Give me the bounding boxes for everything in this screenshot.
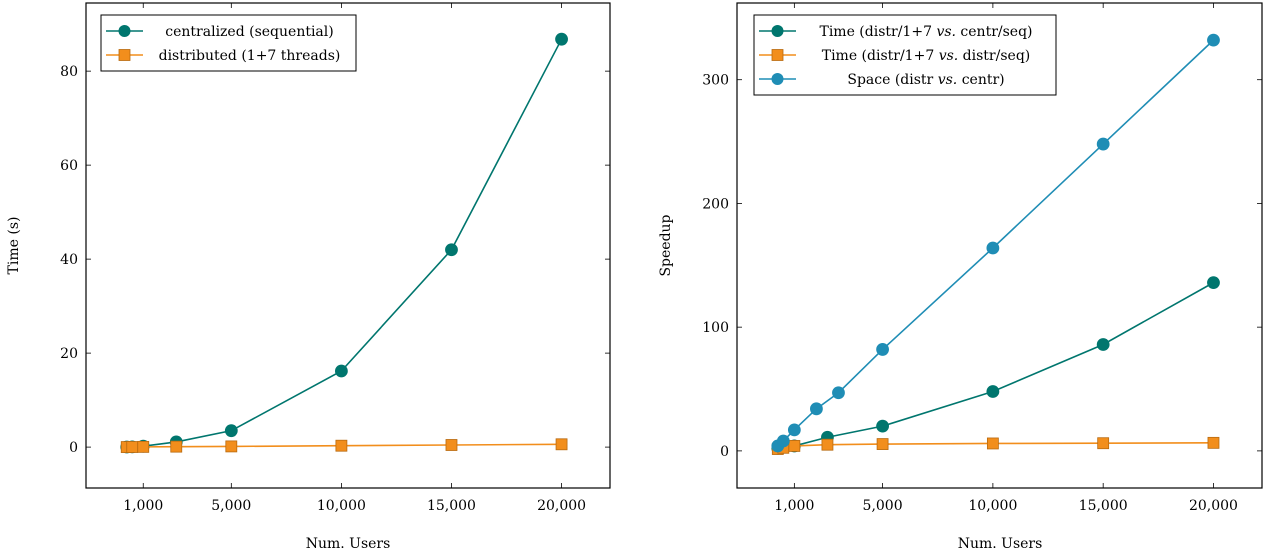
y-tick-label: 100 [702, 320, 729, 336]
series-1 [120, 32, 568, 454]
data-point [137, 440, 150, 453]
y-tick-label: 20 [60, 346, 78, 362]
x-tick-label: 20,000 [1189, 498, 1238, 514]
y-tick-label: 200 [702, 196, 729, 212]
series-1 [771, 276, 1220, 455]
legend-marker [118, 49, 131, 61]
legend-label-part: vs. [936, 24, 956, 40]
x-tick-label: 15,000 [427, 498, 476, 514]
data-point [555, 438, 568, 451]
legend-marker [771, 25, 784, 37]
legend-label-part: centr/seq) [956, 24, 1033, 40]
x-tick-label: 1,000 [123, 498, 163, 514]
x-tick-label: 10,000 [968, 498, 1017, 514]
legend-label: Time (distr/1+7 vs. distr/seq) [822, 48, 1031, 64]
x-tick-label: 15,000 [1079, 498, 1128, 514]
y-axis-label: Speedup [658, 214, 674, 276]
data-point [788, 440, 801, 452]
data-point [810, 402, 823, 416]
data-point [821, 438, 834, 451]
legend-label: distributed (1+7 threads) [159, 48, 341, 64]
legend: Time (distr/1+7 vs. centr/seq)Time (dist… [753, 14, 1057, 96]
legend-label-part: centr) [957, 72, 1004, 88]
legend-label-part: Time (distr/1+7 [822, 48, 939, 64]
series-2 [771, 436, 1220, 455]
legend-entry: Time (distr/1+7 vs. distr/seq) [759, 48, 1030, 64]
data-point [126, 441, 139, 453]
data-point [876, 419, 889, 433]
chart-1: 1,000 5,000 10,000 15,000 20,000 0 20 40 60 80 Num… [6, 2, 611, 552]
x-tick-label: 10,000 [317, 498, 366, 514]
series-line [126, 38, 563, 448]
data-point [1207, 276, 1220, 290]
legend-label-part: Space (distr [847, 72, 937, 88]
y-tick-label: 80 [60, 64, 78, 80]
y-tick-label: 0 [69, 440, 78, 456]
legend-marker [118, 25, 131, 37]
legend-label: centralized (sequential) [165, 24, 333, 40]
y-axis-label: Time (s) [6, 217, 22, 275]
x-tick-label: 1,000 [774, 498, 814, 514]
data-point [876, 438, 889, 450]
legend: centralized (sequential) distributed (1+7… [100, 14, 357, 72]
legend-entry: distributed (1+7 threads) [106, 48, 340, 64]
series-2 [120, 438, 568, 453]
legend-entry: Space (distr vs. centr) [759, 72, 1005, 88]
data-point [876, 343, 889, 356]
data-point [445, 243, 458, 257]
data-point [1207, 436, 1220, 449]
data-point [335, 439, 348, 452]
data-point [1096, 137, 1110, 151]
legend-entry: Time (distr/1+7 vs. centr/seq) [759, 24, 1033, 40]
chart-2: 1,000 5,000 10,000 15,000 20,000 0 100 200 300 Nu… [658, 2, 1263, 552]
legend-label: Time (distr/1+7 vs. centr/seq) [819, 24, 1032, 40]
data-point [170, 440, 183, 453]
data-point [776, 434, 790, 448]
data-point [832, 386, 845, 400]
x-tick-label: 20,000 [537, 498, 586, 514]
series-line [777, 281, 1214, 450]
data-point [225, 440, 238, 453]
legend-label-part: vs. [938, 72, 958, 88]
data-point [445, 439, 458, 451]
y-tick-label: 300 [702, 73, 729, 89]
data-point [986, 385, 1000, 398]
legend-marker [771, 73, 784, 85]
x-axis-label: Num. Users [306, 536, 391, 552]
legend-label-part: Time (distr/1+7 [819, 24, 936, 40]
x-tick-label: 5,000 [863, 498, 903, 514]
y-tick-label: 40 [60, 252, 78, 268]
data-point [224, 424, 238, 438]
data-point [986, 241, 1000, 255]
data-point [787, 423, 801, 437]
legend-box [753, 14, 1057, 96]
data-point [1207, 33, 1220, 47]
legend-label-part: distr/seq) [958, 48, 1030, 64]
x-axis-label: Num. Users [958, 536, 1043, 552]
legend-label-part: vs. [939, 48, 959, 64]
x-tick-label: 5,000 [211, 498, 251, 514]
legend-box [100, 14, 357, 72]
data-point [1096, 338, 1110, 351]
series-3 [771, 33, 1220, 453]
data-point [334, 364, 348, 378]
data-point [986, 437, 999, 450]
legend-entry: centralized (sequential) [106, 24, 334, 40]
y-tick-label: 60 [60, 158, 78, 174]
plot-frame [736, 2, 1263, 489]
data-point [1097, 437, 1110, 450]
data-point [555, 32, 568, 46]
plot-frame [85, 2, 611, 489]
legend-label: Space (distr vs. centr) [847, 72, 1004, 88]
legend-marker [771, 49, 784, 61]
y-tick-label: 0 [720, 444, 729, 460]
